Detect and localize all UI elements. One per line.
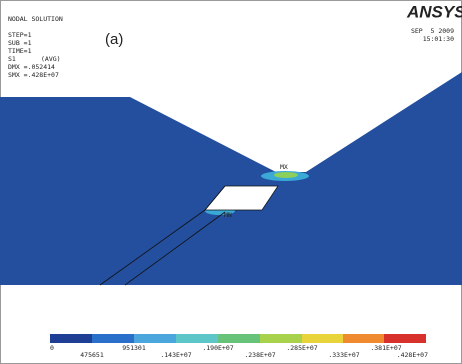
legend-label: .190E+07 bbox=[202, 344, 233, 352]
logo: ANSYS bbox=[406, 2, 462, 21]
legend-label: 0 bbox=[50, 344, 54, 352]
legend-label: 475651 bbox=[80, 351, 104, 359]
legend-swatch bbox=[92, 334, 134, 343]
legend-labels: 0 951301 .190E+07 .285E+07 .381E+07 475651 .14… bbox=[50, 344, 428, 359]
header-line: TIME=1 bbox=[8, 47, 32, 55]
crack-line bbox=[204, 185, 226, 211]
legend-swatch bbox=[384, 334, 426, 343]
header-line: STEP=1 bbox=[8, 31, 32, 39]
legend-label: .381E+07 bbox=[370, 344, 401, 352]
legend-label: .238E+07 bbox=[244, 351, 275, 359]
header-line: NODAL SOLUTION bbox=[8, 15, 63, 23]
legend-swatch bbox=[218, 334, 260, 343]
legend-swatch bbox=[302, 334, 343, 343]
header-line: (AVG) bbox=[41, 55, 61, 63]
crack-line bbox=[99, 209, 206, 286]
header-line: S1 bbox=[8, 55, 16, 63]
stress-zone bbox=[274, 172, 298, 178]
header-line: SMX =.428E+07 bbox=[8, 71, 59, 79]
legend-label: .285E+07 bbox=[286, 344, 317, 352]
legend-swatch bbox=[50, 334, 92, 343]
min-marker: MN bbox=[224, 211, 232, 219]
model-body bbox=[0, 72, 462, 285]
max-marker: MX bbox=[280, 163, 288, 171]
header-line: SUB =1 bbox=[8, 39, 32, 47]
date: SEP 5 2009 bbox=[411, 27, 454, 35]
legend-swatch bbox=[343, 334, 384, 343]
time: 15:01:30 bbox=[423, 35, 454, 43]
legend-label: 951301 bbox=[122, 344, 146, 352]
panel-label: (a) bbox=[105, 31, 123, 48]
legend-swatch bbox=[134, 334, 176, 343]
legend-bar bbox=[50, 334, 426, 343]
legend-swatch bbox=[176, 334, 218, 343]
header-line: DMX =.052414 bbox=[8, 63, 55, 71]
legend-label: .428E+07 bbox=[397, 351, 428, 359]
legend-swatch bbox=[260, 334, 302, 343]
legend-label: .143E+07 bbox=[160, 351, 191, 359]
crack-line bbox=[124, 211, 226, 286]
legend-label: .333E+07 bbox=[328, 351, 359, 359]
